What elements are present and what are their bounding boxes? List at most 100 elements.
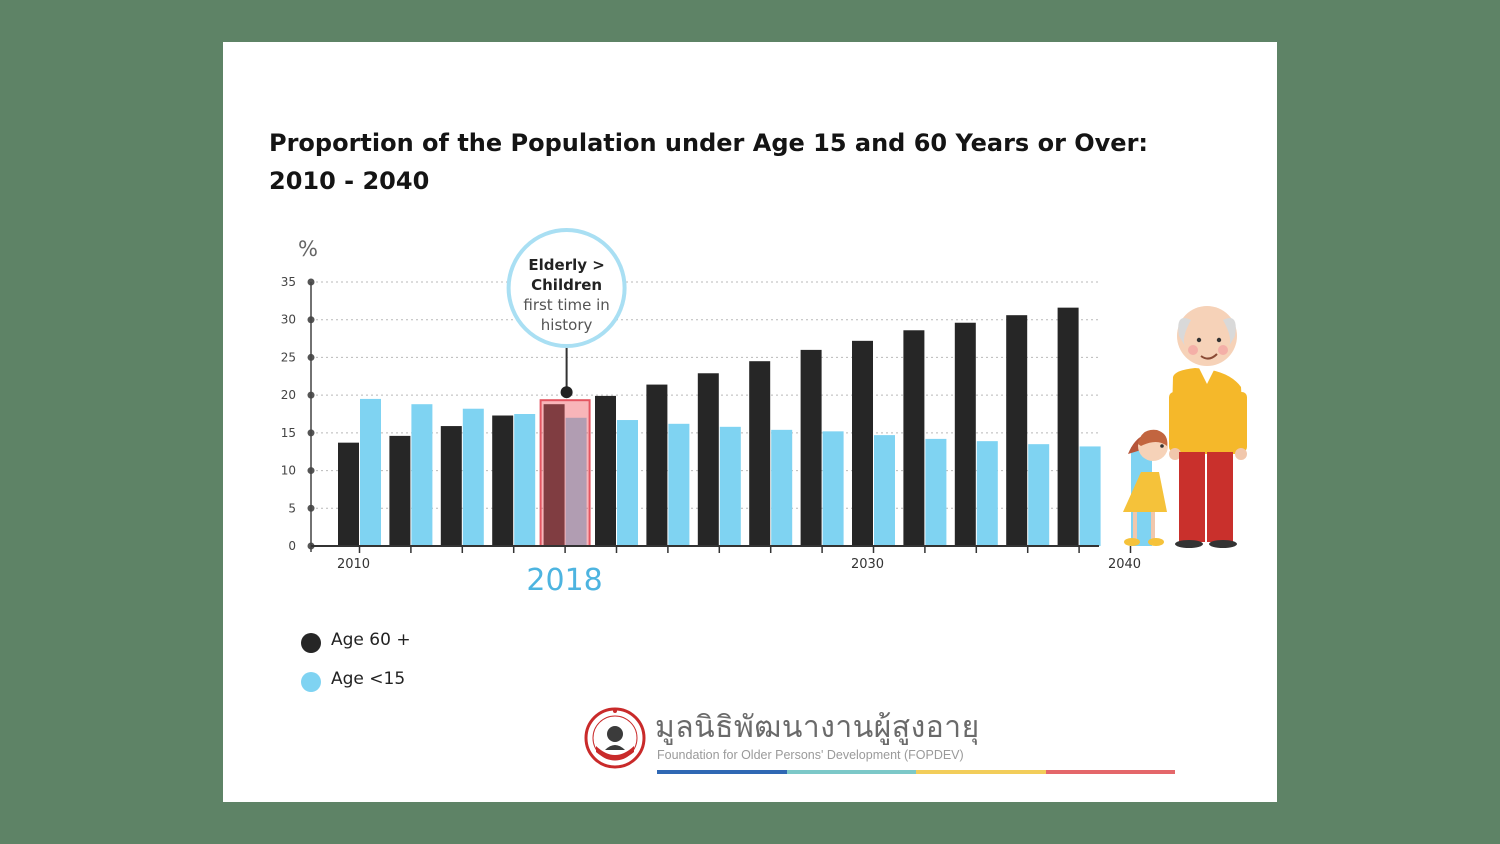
- illustration-people: [1123, 306, 1247, 548]
- girl-dress: [1123, 472, 1167, 512]
- x-tick-label-2040: 2040: [1108, 557, 1141, 572]
- logo-english-name: Foundation for Older Persons' Developmen…: [657, 748, 964, 762]
- man-cheek-left: [1188, 345, 1198, 355]
- legend-swatch-age-60-plus: [301, 632, 321, 653]
- bar-age-under15-2016: [514, 414, 536, 546]
- man-smile: [1200, 353, 1218, 360]
- y-tick-label: 5: [288, 501, 296, 515]
- man-eye-left: [1196, 337, 1202, 343]
- logo-color-stripe: [657, 770, 1175, 774]
- bar-age-under15-2036: [1028, 444, 1050, 546]
- legend-item-age-60-plus: Age 60 +: [301, 620, 411, 659]
- man-head: [1177, 306, 1237, 366]
- logo-thai-name: มูลนิธิพัฒนางานผู้สูงอายุ: [655, 710, 980, 745]
- y-tick-label: 10: [281, 464, 296, 478]
- chart-title: Proportion of the Population under Age 1…: [269, 124, 1169, 200]
- fopdev-logo-block: มูลนิธิพัฒนางานผู้สูงอายุ Foundation for…: [581, 704, 1181, 784]
- bar-age-under15-2028: [822, 431, 844, 546]
- bar-age60plus-2022: [646, 384, 668, 546]
- bar-age-under15-2022: [668, 423, 690, 546]
- bar-age60plus-2026: [749, 361, 771, 546]
- logo-stripe-blue: [657, 770, 787, 774]
- girl-hair: [1138, 429, 1168, 446]
- logo-stripe-red: [1045, 770, 1175, 774]
- bar-age-under15-2024: [719, 426, 741, 546]
- girl-eye: [1160, 444, 1164, 448]
- y-tick-label: 20: [281, 388, 296, 402]
- legend-item-age-under-15: Age <15: [301, 659, 411, 698]
- annotation-line-4: history: [541, 316, 593, 334]
- bar-age60plus-2028: [800, 349, 822, 546]
- bar-age-under15-2030: [874, 435, 895, 546]
- bar-age-under15-2026: [771, 429, 793, 546]
- bar-age-under15-2012: [411, 404, 433, 546]
- annotation-bubble: [506, 228, 627, 348]
- infographic-card: Proportion of the Population under Age 1…: [223, 42, 1277, 802]
- bar-age60plus-2024: [697, 373, 719, 546]
- logo-stripe-teal: [786, 770, 916, 774]
- bar-age-under15-2032: [925, 438, 947, 546]
- bar-age-under15-2038: [1079, 446, 1101, 546]
- x-tick-label-2010: 2010: [337, 557, 370, 572]
- bar-age60plus-2010: [338, 442, 359, 546]
- girl-shoe-left: [1124, 538, 1140, 546]
- y-tick-label: 25: [281, 350, 296, 364]
- y-axis-label: %: [298, 237, 318, 261]
- bar-age60plus-2034: [954, 322, 976, 546]
- man-shoe-left: [1175, 540, 1203, 548]
- chart-title-line2: 2010 - 2040: [269, 167, 430, 195]
- bar-age-under15-2010: [360, 398, 381, 546]
- chart-bars: [338, 307, 1152, 547]
- annotation-line-2: Children: [531, 276, 602, 294]
- y-tick-label: 35: [281, 275, 296, 289]
- bar-age-under15-2020: [617, 420, 638, 546]
- legend-swatch-age-under-15: [301, 671, 321, 692]
- bar-age-under15-2014: [462, 408, 484, 546]
- man-leg-right: [1207, 452, 1233, 542]
- man-cheek-right: [1218, 345, 1228, 355]
- y-tick-label: 30: [281, 313, 296, 327]
- bar-age-under15-2034: [976, 441, 998, 546]
- legend-label-age-under-15: Age <15: [331, 668, 406, 689]
- annotation-line-3: first time in: [523, 296, 609, 314]
- annotation-line-1: Elderly >: [528, 256, 604, 274]
- chart-axes: 0 5 10 15 20 25 30 35% 2010 2030 2040 2018: [281, 237, 1141, 598]
- man-collar: [1199, 368, 1215, 384]
- bar-age60plus-2038: [1057, 307, 1079, 546]
- man-eye-right: [1216, 337, 1222, 343]
- bar-age60plus-2012: [389, 435, 411, 546]
- chart-annotation: Elderly > Children first time in history: [506, 228, 627, 399]
- bar-age60plus-2030: [852, 340, 873, 546]
- chart-title-line1: Proportion of the Population under Age 1…: [269, 129, 1149, 157]
- bar-age60plus-2032: [903, 330, 925, 546]
- bar-chart: 0 5 10 15 20 25 30 35% 2010 2030 2040 2018 Elderly …: [281, 228, 1247, 598]
- man-sweater: [1171, 368, 1245, 454]
- man-hair-right: [1223, 318, 1236, 346]
- annotation-pointer-dot: [560, 386, 573, 399]
- fopdev-emblem-icon: [584, 707, 646, 769]
- y-tick-label: 15: [281, 426, 296, 440]
- bar-age60plus-2018: [543, 404, 565, 546]
- bar-age60plus-2014: [440, 426, 462, 546]
- man-arm-left: [1169, 392, 1181, 452]
- highlight-2018-box: [539, 399, 591, 547]
- girl-leg-left: [1133, 512, 1137, 540]
- y-tick-label: 0: [288, 539, 296, 553]
- bar-age60plus-2020: [595, 395, 616, 546]
- man-leg-left: [1179, 452, 1205, 542]
- man-hand-left: [1169, 448, 1181, 460]
- legend-label-age-60-plus: Age 60 +: [331, 629, 411, 650]
- man-hand-right: [1235, 448, 1247, 460]
- man-shoe-right: [1209, 540, 1237, 548]
- man-hair-left: [1178, 318, 1191, 346]
- logo-stripe-yellow: [916, 770, 1046, 774]
- bar-age60plus-2016: [492, 415, 514, 546]
- bar-age60plus-2036: [1006, 315, 1028, 546]
- chart-legend: Age 60 + Age <15: [301, 620, 411, 698]
- highlight-year-label: 2018: [526, 563, 602, 598]
- girl-shoe-right: [1148, 538, 1164, 546]
- bar-age-under15-2018: [565, 417, 587, 546]
- man-arm-right: [1235, 392, 1247, 452]
- x-tick-label-2030: 2030: [851, 557, 884, 572]
- girl-leg-right: [1151, 512, 1155, 540]
